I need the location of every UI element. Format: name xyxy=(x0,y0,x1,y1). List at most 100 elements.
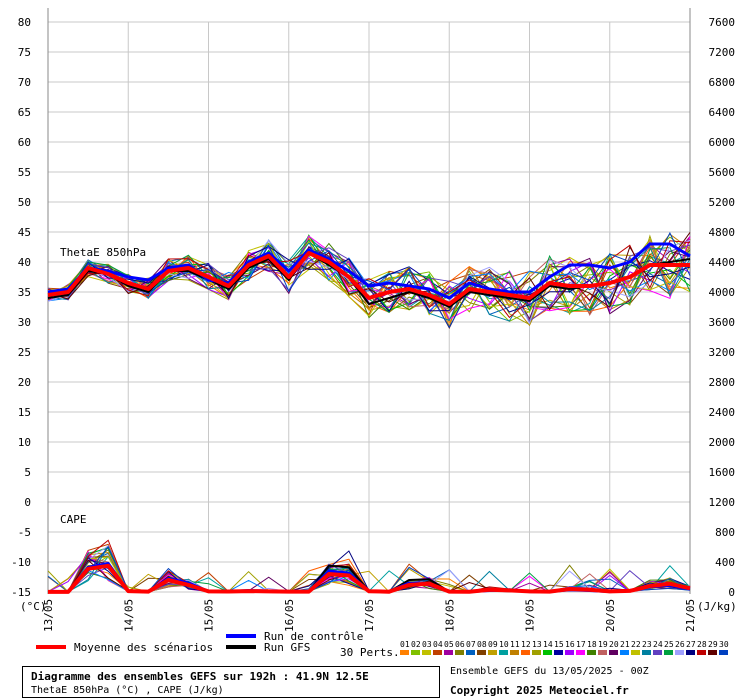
legend-pert-swatch xyxy=(521,650,530,655)
y-left-tick-label: 70 xyxy=(18,76,31,89)
legend-pert-id: 11 xyxy=(510,640,520,649)
legend-pert-id: 18 xyxy=(587,640,597,649)
y-left-unit: (°C) xyxy=(20,600,47,613)
legend: Moyenne des scénarios Run de contrôleRun … xyxy=(36,630,729,659)
chart-subtitle: ThetaE 850hPa (°C) , CAPE (J/kg) xyxy=(31,685,224,696)
y-left-tick-label: 30 xyxy=(18,316,31,329)
legend-pert-swatch xyxy=(411,650,420,655)
legend-pert-id: 03 xyxy=(422,640,432,649)
legend-pert-swatch xyxy=(510,650,519,655)
series-line-mean-thetae xyxy=(47,251,690,306)
y-left-tick-label: 0 xyxy=(24,496,31,509)
y-left-tick-label: 80 xyxy=(18,16,31,29)
y-right-tick-label: 3600 xyxy=(709,316,736,329)
y-left-tick-label: 25 xyxy=(18,346,31,359)
legend-pert-swatch xyxy=(675,650,684,655)
y-right-tick-label: 7200 xyxy=(709,46,736,59)
legend-pert-id: 24 xyxy=(653,640,663,649)
perturbation-line xyxy=(47,231,691,329)
x-tick-label: 17/05 xyxy=(363,599,376,632)
y-right-tick-label: 6000 xyxy=(709,136,736,149)
legend-pert-swatch xyxy=(642,650,651,655)
legend-pert-swatch xyxy=(554,650,563,655)
x-tick-label: 18/05 xyxy=(443,599,456,632)
legend-pert-id: 23 xyxy=(642,640,652,649)
legend-pert-id: 27 xyxy=(686,640,696,649)
legend-pert-swatch xyxy=(477,650,486,655)
y-left-tick-label: 20 xyxy=(18,376,31,389)
x-tick-label: 15/05 xyxy=(203,599,216,632)
legend-pert-swatch xyxy=(609,650,618,655)
y-right-tick-label: 5200 xyxy=(709,196,736,209)
y-right-tick-label: 7600 xyxy=(709,16,736,29)
legend-pert-id: 07 xyxy=(466,640,476,649)
legend-pert-swatch xyxy=(576,650,585,655)
legend-pert-swatch xyxy=(532,650,541,655)
y-right-tick-label: 6400 xyxy=(709,106,736,119)
x-tick-label: 20/05 xyxy=(604,599,617,632)
legend-pert-swatch xyxy=(708,650,717,655)
legend-pert-id: 15 xyxy=(554,640,564,649)
legend-pert-swatch xyxy=(499,650,508,655)
y-right-unit: (J/kg) xyxy=(697,600,737,613)
legend-pert-id: 02 xyxy=(411,640,421,649)
y-left-tick-label: 60 xyxy=(18,136,31,149)
legend-pert-swatch xyxy=(433,650,442,655)
y-left-tick-label: 75 xyxy=(18,46,31,59)
perturbation-line xyxy=(47,232,691,329)
y-left-tick-label: 40 xyxy=(18,256,31,269)
legend-pert-swatch xyxy=(631,650,640,655)
legend-pert-id: 20 xyxy=(609,640,619,649)
legend-pert-swatch xyxy=(653,650,662,655)
legend-pert-swatch xyxy=(565,650,574,655)
legend-pert-id: 17 xyxy=(576,640,586,649)
x-tick-label: 14/05 xyxy=(122,599,135,632)
y-right-tick-label: 3200 xyxy=(709,346,736,359)
legend-pert-swatch xyxy=(697,650,706,655)
legend-pert-id: 30 xyxy=(719,640,729,649)
series-line-control-thetae xyxy=(47,242,691,300)
legend-pert-id: 25 xyxy=(664,640,674,649)
copyright-text: Copyright 2025 Meteociel.fr xyxy=(450,684,629,697)
legend-label-mean: Moyenne des scénarios xyxy=(74,641,213,654)
y-right-tick-label: 4400 xyxy=(709,256,736,269)
legend-label-control: Run de contrôle xyxy=(264,630,363,643)
legend-pert-swatch xyxy=(466,650,475,655)
legend-pert-swatch xyxy=(587,650,596,655)
x-tick-label: 19/05 xyxy=(524,599,537,632)
y-right-tick-label: 2400 xyxy=(709,406,736,419)
y-right-tick-label: 1200 xyxy=(709,496,736,509)
chart-title: Diagramme des ensembles GEFS sur 192h : … xyxy=(31,670,369,683)
legend-pert-id: 09 xyxy=(488,640,498,649)
legend-pert-id: 29 xyxy=(708,640,718,649)
legend-pert-swatch xyxy=(664,650,673,655)
legend-pert-id: 22 xyxy=(631,640,641,649)
y-left-tick-label: 45 xyxy=(18,226,31,239)
legend-perts-label: 30 Perts. xyxy=(340,646,400,659)
x-tick-label: 13/05 xyxy=(42,599,55,632)
legend-pert-swatch xyxy=(455,650,464,655)
legend-label-gfs: Run GFS xyxy=(264,641,310,654)
y-left-tick-label: -10 xyxy=(11,556,31,569)
series-line-mean-cape xyxy=(48,563,691,594)
cape-panel-label: CAPE xyxy=(60,513,87,526)
legend-pert-id: 10 xyxy=(499,640,509,649)
y-right-tick-label: 400 xyxy=(715,556,735,569)
x-tick-label: 21/05 xyxy=(684,599,697,632)
y-right-tick-label: 5600 xyxy=(709,166,736,179)
y-right-tick-label: 1600 xyxy=(709,466,736,479)
legend-pert-swatch xyxy=(488,650,497,655)
chart-info-box: Diagramme des ensembles GEFS sur 192h : … xyxy=(22,666,440,698)
legend-pert-id: 05 xyxy=(444,640,454,649)
y-left-tick-label: -5 xyxy=(18,526,31,539)
legend-pert-id: 13 xyxy=(532,640,542,649)
y-right-tick-label: 4800 xyxy=(709,226,736,239)
legend-pert-id: 12 xyxy=(521,640,531,649)
legend-pert-swatch xyxy=(686,650,695,655)
legend-pert-swatch xyxy=(543,650,552,655)
y-left-tick-label: 15 xyxy=(18,406,31,419)
legend-pert-id: 28 xyxy=(697,640,707,649)
legend-pert-id: 16 xyxy=(565,640,575,649)
y-right-tick-label: 2000 xyxy=(709,436,736,449)
